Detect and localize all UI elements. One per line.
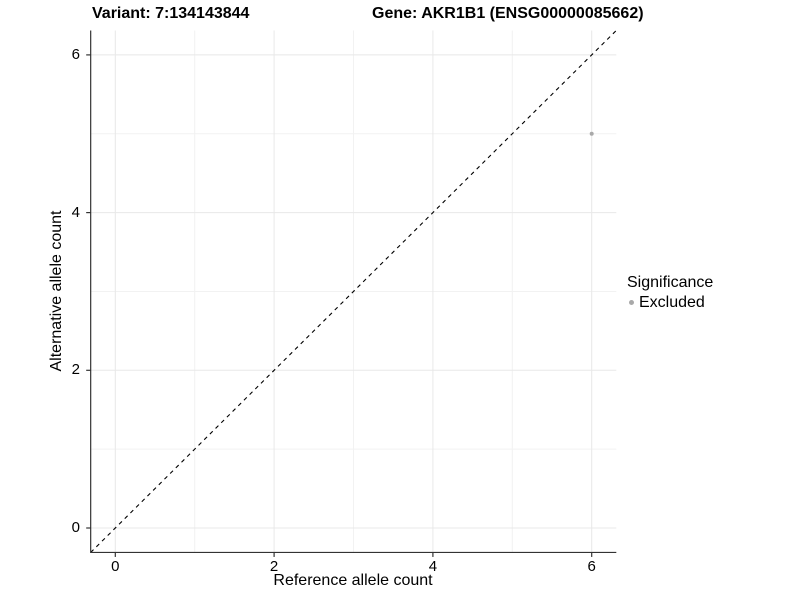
legend-marker-dot-icon xyxy=(629,300,634,305)
x-tick-label: 6 xyxy=(587,558,596,575)
legend-item-excluded: Excluded xyxy=(627,293,713,312)
legend: Significance Excluded xyxy=(627,273,713,312)
y-axis-label: Alternative allele count xyxy=(48,210,65,372)
x-tick-label: 4 xyxy=(428,558,438,575)
y-tick-label: 6 xyxy=(71,45,80,63)
legend-title: Significance xyxy=(627,274,714,291)
x-tick-label: 2 xyxy=(269,558,279,575)
y-tick-label: 4 xyxy=(71,203,80,221)
x-tick-label: 0 xyxy=(111,558,120,575)
data-point xyxy=(589,131,594,136)
y-tick-label: 0 xyxy=(71,519,80,536)
x-axis-label: Reference allele count xyxy=(273,572,433,589)
identity-reference-line xyxy=(90,30,617,553)
plot-title-variant: Variant: 7:134143844 xyxy=(92,5,250,22)
plot-title-gene: Gene: AKR1B1 (ENSG00000085662) xyxy=(372,5,644,22)
y-tick-label: 2 xyxy=(71,361,80,379)
legend-item-label: Excluded xyxy=(639,294,705,311)
